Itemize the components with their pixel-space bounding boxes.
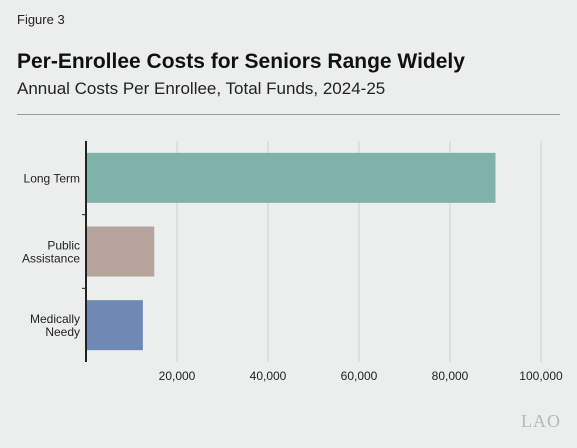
bar-1 [86, 226, 155, 277]
figure-label: Figure 3 [17, 12, 65, 27]
chart-title: Per-Enrollee Costs for Seniors Range Wid… [17, 50, 465, 73]
category-label-1-line-1: Assistance [22, 252, 80, 266]
category-label-1-line-0: Public [47, 239, 80, 253]
x-tick-label-3: 80,000 [432, 369, 469, 383]
category-label-2-line-0: Medically [30, 312, 80, 326]
x-tick-label-1: 40,000 [250, 369, 287, 383]
bar-0 [86, 152, 496, 203]
x-tick-label-4: 100,000 [519, 369, 563, 383]
title-divider [17, 114, 560, 115]
category-label-0-line-0: Long Term [24, 171, 80, 185]
bar-2 [86, 300, 143, 351]
lao-logo: LAO [521, 411, 561, 431]
x-tick-label-2: 60,000 [341, 369, 378, 383]
x-tick-label-0: 20,000 [159, 369, 196, 383]
chart-subtitle: Annual Costs Per Enrollee, Total Funds, … [17, 79, 386, 98]
category-label-2-line-1: Needy [45, 325, 80, 339]
